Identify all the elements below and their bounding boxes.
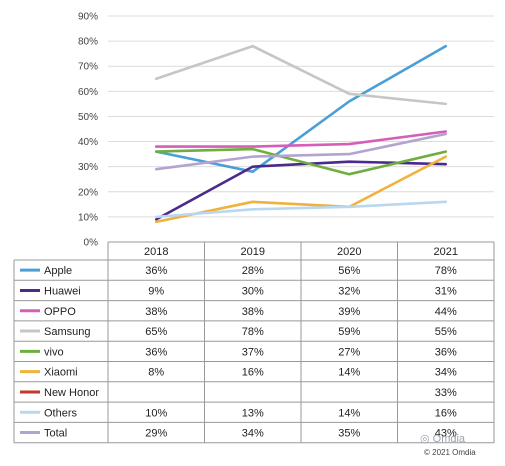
y-tick-label: 30% xyxy=(78,162,98,173)
data-label: 78% xyxy=(435,265,457,277)
series-line-samsung xyxy=(154,44,448,106)
series-line-huawei xyxy=(154,160,448,221)
data-label: 13% xyxy=(242,407,264,419)
legend-label: OPPO xyxy=(44,306,76,318)
data-label: 56% xyxy=(338,265,360,277)
data-label: 36% xyxy=(145,346,167,358)
data-label: 36% xyxy=(145,265,167,277)
y-tick-label: 10% xyxy=(78,212,98,223)
series-lines xyxy=(154,44,448,224)
data-label: 14% xyxy=(338,407,360,419)
legend-label: Others xyxy=(44,407,78,419)
y-tick-label: 70% xyxy=(78,62,98,73)
data-label: 10% xyxy=(145,407,167,419)
series-line-total xyxy=(154,132,448,171)
data-label: 78% xyxy=(242,326,264,338)
data-label: 38% xyxy=(145,306,167,318)
y-tick-label: 80% xyxy=(78,37,98,48)
y-axis-tick-labels: 0% 10% 20% 30% 40% 50% 60% 70% 80% 90% xyxy=(78,12,98,249)
data-label: 28% xyxy=(242,265,264,277)
data-label: 43% xyxy=(435,428,457,440)
data-label: 29% xyxy=(145,428,167,440)
data-label: 59% xyxy=(338,326,360,338)
x-category-label: 2020 xyxy=(337,246,361,258)
legend-label: Total xyxy=(44,428,67,440)
copyright-text: © 2021 Omdia xyxy=(424,448,476,457)
data-label: 38% xyxy=(242,306,264,318)
data-label: 37% xyxy=(242,346,264,358)
data-label: 35% xyxy=(338,428,360,440)
data-label: 34% xyxy=(242,428,264,440)
data-label: 14% xyxy=(338,367,360,379)
data-label: 16% xyxy=(242,367,264,379)
x-category-label: 2018 xyxy=(144,246,168,258)
omdia-watermark: ◎ Omdia xyxy=(420,432,465,445)
legend-label: Samsung xyxy=(44,326,90,338)
legend-label: Huawei xyxy=(44,285,81,297)
y-tick-label: 50% xyxy=(78,112,98,123)
data-label: 34% xyxy=(435,367,457,379)
y-tick-label: 60% xyxy=(78,87,98,98)
data-label: 8% xyxy=(148,367,164,379)
y-tick-label: 0% xyxy=(84,238,99,249)
watermark-text: Omdia xyxy=(432,433,466,445)
legend-label: Xiaomi xyxy=(44,367,78,379)
data-label: 9% xyxy=(148,285,164,297)
y-tick-label: 40% xyxy=(78,137,98,148)
data-label: 27% xyxy=(338,346,360,358)
y-tick-label: 90% xyxy=(78,12,98,23)
series-line-vivo xyxy=(154,147,448,176)
x-category-label: 2019 xyxy=(241,246,265,258)
data-label: 36% xyxy=(435,346,457,358)
data-label: 33% xyxy=(435,387,457,399)
legend-label: vivo xyxy=(44,346,64,358)
data-label: 30% xyxy=(242,285,264,297)
data-label: 32% xyxy=(338,285,360,297)
series-line-oppo xyxy=(154,130,448,148)
data-label: 55% xyxy=(435,326,457,338)
data-label: 16% xyxy=(435,407,457,419)
data-label: 31% xyxy=(435,285,457,297)
y-tick-label: 20% xyxy=(78,187,98,198)
legend-label: Apple xyxy=(44,265,72,277)
series-line-others xyxy=(154,200,448,219)
data-label: 65% xyxy=(145,326,167,338)
data-label: 44% xyxy=(435,306,457,318)
data-label: 39% xyxy=(338,306,360,318)
data-table: 2018 2019 2020 2021 Apple 36% 28% 56% 78% Huawei 9… xyxy=(13,241,495,444)
wechat-icon: ◎ xyxy=(420,433,433,445)
legend-label: New Honor xyxy=(44,387,99,399)
x-category-label: 2021 xyxy=(434,246,458,258)
